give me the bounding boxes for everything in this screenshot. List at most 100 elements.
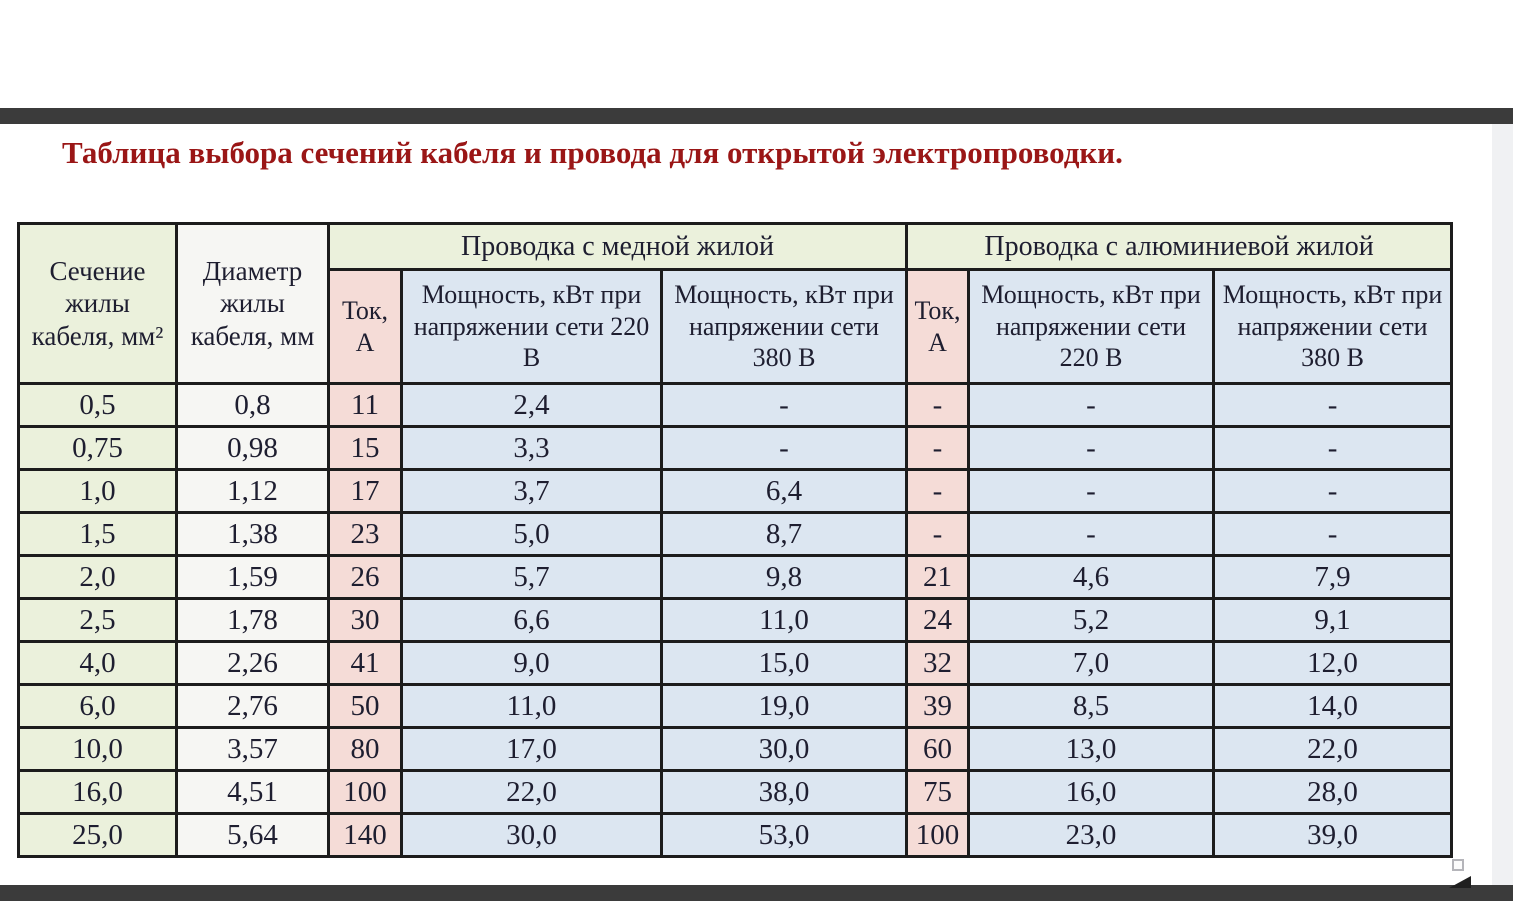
- cell-cu_current: 41: [327, 640, 403, 686]
- cell-cu_220: 6,6: [400, 597, 663, 643]
- cell-diameter: 1,59: [175, 554, 330, 600]
- cell-diameter: 4,51: [175, 769, 330, 815]
- cell-section: 25,0: [17, 812, 178, 858]
- cell-section: 2,0: [17, 554, 178, 600]
- cell-al_220: 7,0: [967, 640, 1216, 686]
- cell-cu_220: 3,3: [400, 425, 663, 471]
- cell-al_current: 100: [905, 812, 971, 858]
- header-aluminum-power-220: Мощность, кВт при напряжении сети 220 В: [967, 268, 1216, 385]
- table-row: 0,5 0,8 11 2,4- - - -: [17, 382, 1454, 428]
- table-row: 1,0 1,12 17 3,7 6,4- - -: [17, 468, 1454, 514]
- cell-diameter: 2,76: [175, 683, 330, 729]
- table-row: 6,0 2,76 50 11,0 19,0 39 8,5 14,0: [17, 683, 1454, 729]
- cell-section: 0,75: [17, 425, 178, 471]
- header-copper-power-380: Мощность, кВт при напряжении сети 380 В: [659, 268, 909, 385]
- cell-al_220: -: [967, 425, 1216, 471]
- top-divider-bar: [0, 108, 1513, 124]
- cell-al_380: 9,1: [1212, 597, 1454, 643]
- header-aluminum-power-380: Мощность, кВт при напряжении сети 380 В: [1212, 268, 1454, 385]
- cell-cu_220: 11,0: [400, 683, 663, 729]
- cell-al_current: -: [905, 468, 971, 514]
- table-row: 25,0 5,64 140 30,0 53,0 100 23,0 39,0: [17, 812, 1454, 858]
- cell-section: 6,0: [17, 683, 178, 729]
- table-row: 10,0 3,57 80 17,0 30,0 60 13,0 22,0: [17, 726, 1454, 772]
- cell-cu_current: 23: [327, 511, 403, 557]
- cell-al_380: 12,0: [1212, 640, 1454, 686]
- cell-al_220: -: [967, 382, 1216, 428]
- cell-al_current: 75: [905, 769, 971, 815]
- cell-section: 1,0: [17, 468, 178, 514]
- cell-al_220: 8,5: [967, 683, 1216, 729]
- cell-al_current: -: [905, 425, 971, 471]
- cell-cu_380: 6,4: [659, 468, 909, 514]
- table-row: 16,0 4,51 100 22,0 38,0 75 16,0 28,0: [17, 769, 1454, 815]
- header-aluminum-group: Проводка с алюминиевой жилой: [905, 222, 1454, 271]
- cell-cu_current: 26: [327, 554, 403, 600]
- cell-al_220: 5,2: [967, 597, 1216, 643]
- cell-diameter: 0,98: [175, 425, 330, 471]
- cell-al_current: 21: [905, 554, 971, 600]
- cell-diameter: 3,57: [175, 726, 330, 772]
- cell-al_380: 22,0: [1212, 726, 1454, 772]
- cell-cu_current: 100: [327, 769, 403, 815]
- cell-diameter: 5,64: [175, 812, 330, 858]
- cell-cu_380: 19,0: [659, 683, 909, 729]
- header-core-diameter: Диаметр жилы кабеля, мм: [175, 222, 330, 385]
- cell-al_380: -: [1212, 382, 1454, 428]
- cell-al_current: -: [905, 382, 971, 428]
- table-row: 4,0 2,26 41 9,0 15,0 32 7,0 12,0: [17, 640, 1454, 686]
- cell-al_380: 39,0: [1212, 812, 1454, 858]
- cell-diameter: 2,26: [175, 640, 330, 686]
- cell-al_380: -: [1212, 468, 1454, 514]
- cell-diameter: 1,12: [175, 468, 330, 514]
- table-resize-handle[interactable]: [1452, 859, 1464, 871]
- header-section-area: Сечение жилы кабеля, мм²: [17, 222, 178, 385]
- cell-al_380: -: [1212, 425, 1454, 471]
- cell-al_current: 32: [905, 640, 971, 686]
- cell-al_current: -: [905, 511, 971, 557]
- cell-section: 1,5: [17, 511, 178, 557]
- cell-al_220: 13,0: [967, 726, 1216, 772]
- cell-al_380: 28,0: [1212, 769, 1454, 815]
- table-row: 1,5 1,38 23 5,0 8,7- - -: [17, 511, 1454, 557]
- cell-section: 10,0: [17, 726, 178, 772]
- cell-al_380: 7,9: [1212, 554, 1454, 600]
- cell-cu_current: 30: [327, 597, 403, 643]
- cell-al_220: -: [967, 511, 1216, 557]
- cell-cu_220: 5,0: [400, 511, 663, 557]
- header-copper-power-220: Мощность, кВт при напряжении сети 220 В: [400, 268, 663, 385]
- cell-cu_380: -: [659, 382, 909, 428]
- header-copper-current: Ток, А: [327, 268, 403, 385]
- cell-cu_380: 8,7: [659, 511, 909, 557]
- cell-cu_current: 15: [327, 425, 403, 471]
- cell-cu_current: 50: [327, 683, 403, 729]
- right-scroll-gutter: [1492, 124, 1513, 885]
- cell-section: 16,0: [17, 769, 178, 815]
- cell-cu_380: 9,8: [659, 554, 909, 600]
- cell-cu_current: 17: [327, 468, 403, 514]
- bottom-divider-bar: [0, 885, 1513, 901]
- cell-cu_380: -: [659, 425, 909, 471]
- cell-al_current: 60: [905, 726, 971, 772]
- cell-cu_380: 11,0: [659, 597, 909, 643]
- table-row: 2,5 1,78 30 6,6 11,0 24 5,2 9,1: [17, 597, 1454, 643]
- table-body: 0,5 0,8 11 2,4- - - -0,75 0,98 15 3,3- - - -1,0 1,12 1…: [17, 382, 1454, 858]
- cell-section: 2,5: [17, 597, 178, 643]
- cell-section: 4,0: [17, 640, 178, 686]
- cell-al_current: 24: [905, 597, 971, 643]
- cell-al_220: 4,6: [967, 554, 1216, 600]
- header-copper-group: Проводка с медной жилой: [326, 222, 909, 271]
- cell-cu_220: 30,0: [400, 812, 663, 858]
- cell-cu_current: 11: [327, 382, 403, 428]
- cell-al_220: 23,0: [967, 812, 1216, 858]
- page-title: Таблица выбора сечений кабеля и провода …: [62, 135, 1123, 170]
- header-aluminum-current: Ток, А: [905, 268, 971, 385]
- cell-al_220: 16,0: [967, 769, 1216, 815]
- cell-cu_380: 38,0: [659, 769, 909, 815]
- cell-cu_220: 2,4: [400, 382, 663, 428]
- cell-cu_220: 9,0: [400, 640, 663, 686]
- cell-al_380: -: [1212, 511, 1454, 557]
- cell-cu_current: 80: [327, 726, 403, 772]
- cell-al_220: -: [967, 468, 1216, 514]
